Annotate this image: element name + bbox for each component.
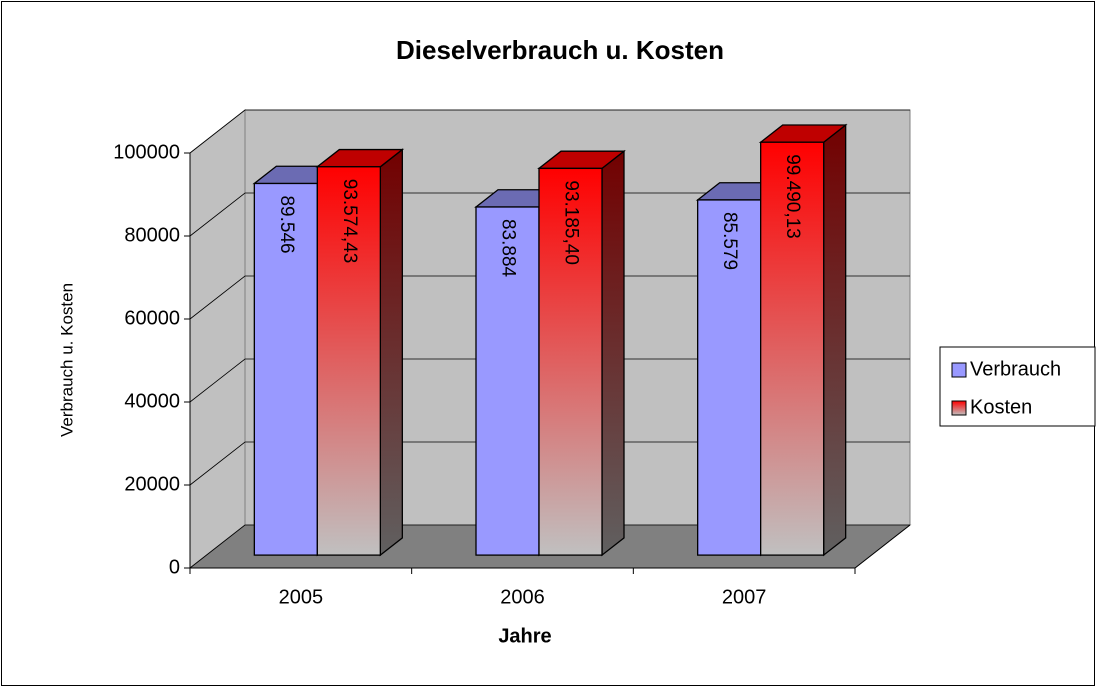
y-tick-label: 0 xyxy=(169,556,180,578)
y-tick-label: 40000 xyxy=(124,390,180,412)
side-wall xyxy=(189,108,246,570)
bar xyxy=(538,167,603,556)
y-tick-label: 100000 xyxy=(113,141,180,163)
data-label: 93.574,43 xyxy=(339,179,360,264)
floor-edge xyxy=(854,524,911,569)
grid-line xyxy=(189,275,910,320)
y-tick-label: 80000 xyxy=(124,224,180,246)
x-axis-label: Jahre xyxy=(498,625,551,647)
x-tick-label: 2007 xyxy=(722,586,767,608)
y-tick-label: 20000 xyxy=(124,473,180,495)
legend-swatch xyxy=(951,400,967,416)
bar-side xyxy=(823,123,847,557)
legend-label: Verbrauch xyxy=(970,358,1061,380)
data-label: 99.490,13 xyxy=(782,154,803,239)
data-label: 89.546 xyxy=(276,195,297,253)
legend-label: Kosten xyxy=(970,396,1032,418)
bar xyxy=(253,182,318,556)
bar xyxy=(697,199,762,556)
grid-line xyxy=(189,192,910,237)
grid-line xyxy=(189,358,910,403)
grid-line xyxy=(189,524,910,569)
grid-line xyxy=(189,109,910,154)
bar-side xyxy=(379,148,403,557)
bar-side xyxy=(601,149,625,557)
y-axis-label: Verbrauch u. Kosten xyxy=(57,283,76,437)
data-label: 83.884 xyxy=(497,219,518,278)
bar xyxy=(475,206,540,556)
x-tick-label: 2006 xyxy=(500,586,545,608)
data-label: 93.185,40 xyxy=(560,180,581,265)
bar xyxy=(316,166,381,556)
grid-line xyxy=(189,441,910,486)
y-tick-label: 60000 xyxy=(124,307,180,329)
data-label: 85.579 xyxy=(719,212,740,270)
legend: Verbrauch Kosten xyxy=(939,346,1096,427)
bar xyxy=(760,141,825,556)
chart-title: Dieselverbrauch u. Kosten xyxy=(396,35,724,65)
x-tick-label: 2005 xyxy=(279,586,324,608)
legend-swatch xyxy=(951,362,967,378)
